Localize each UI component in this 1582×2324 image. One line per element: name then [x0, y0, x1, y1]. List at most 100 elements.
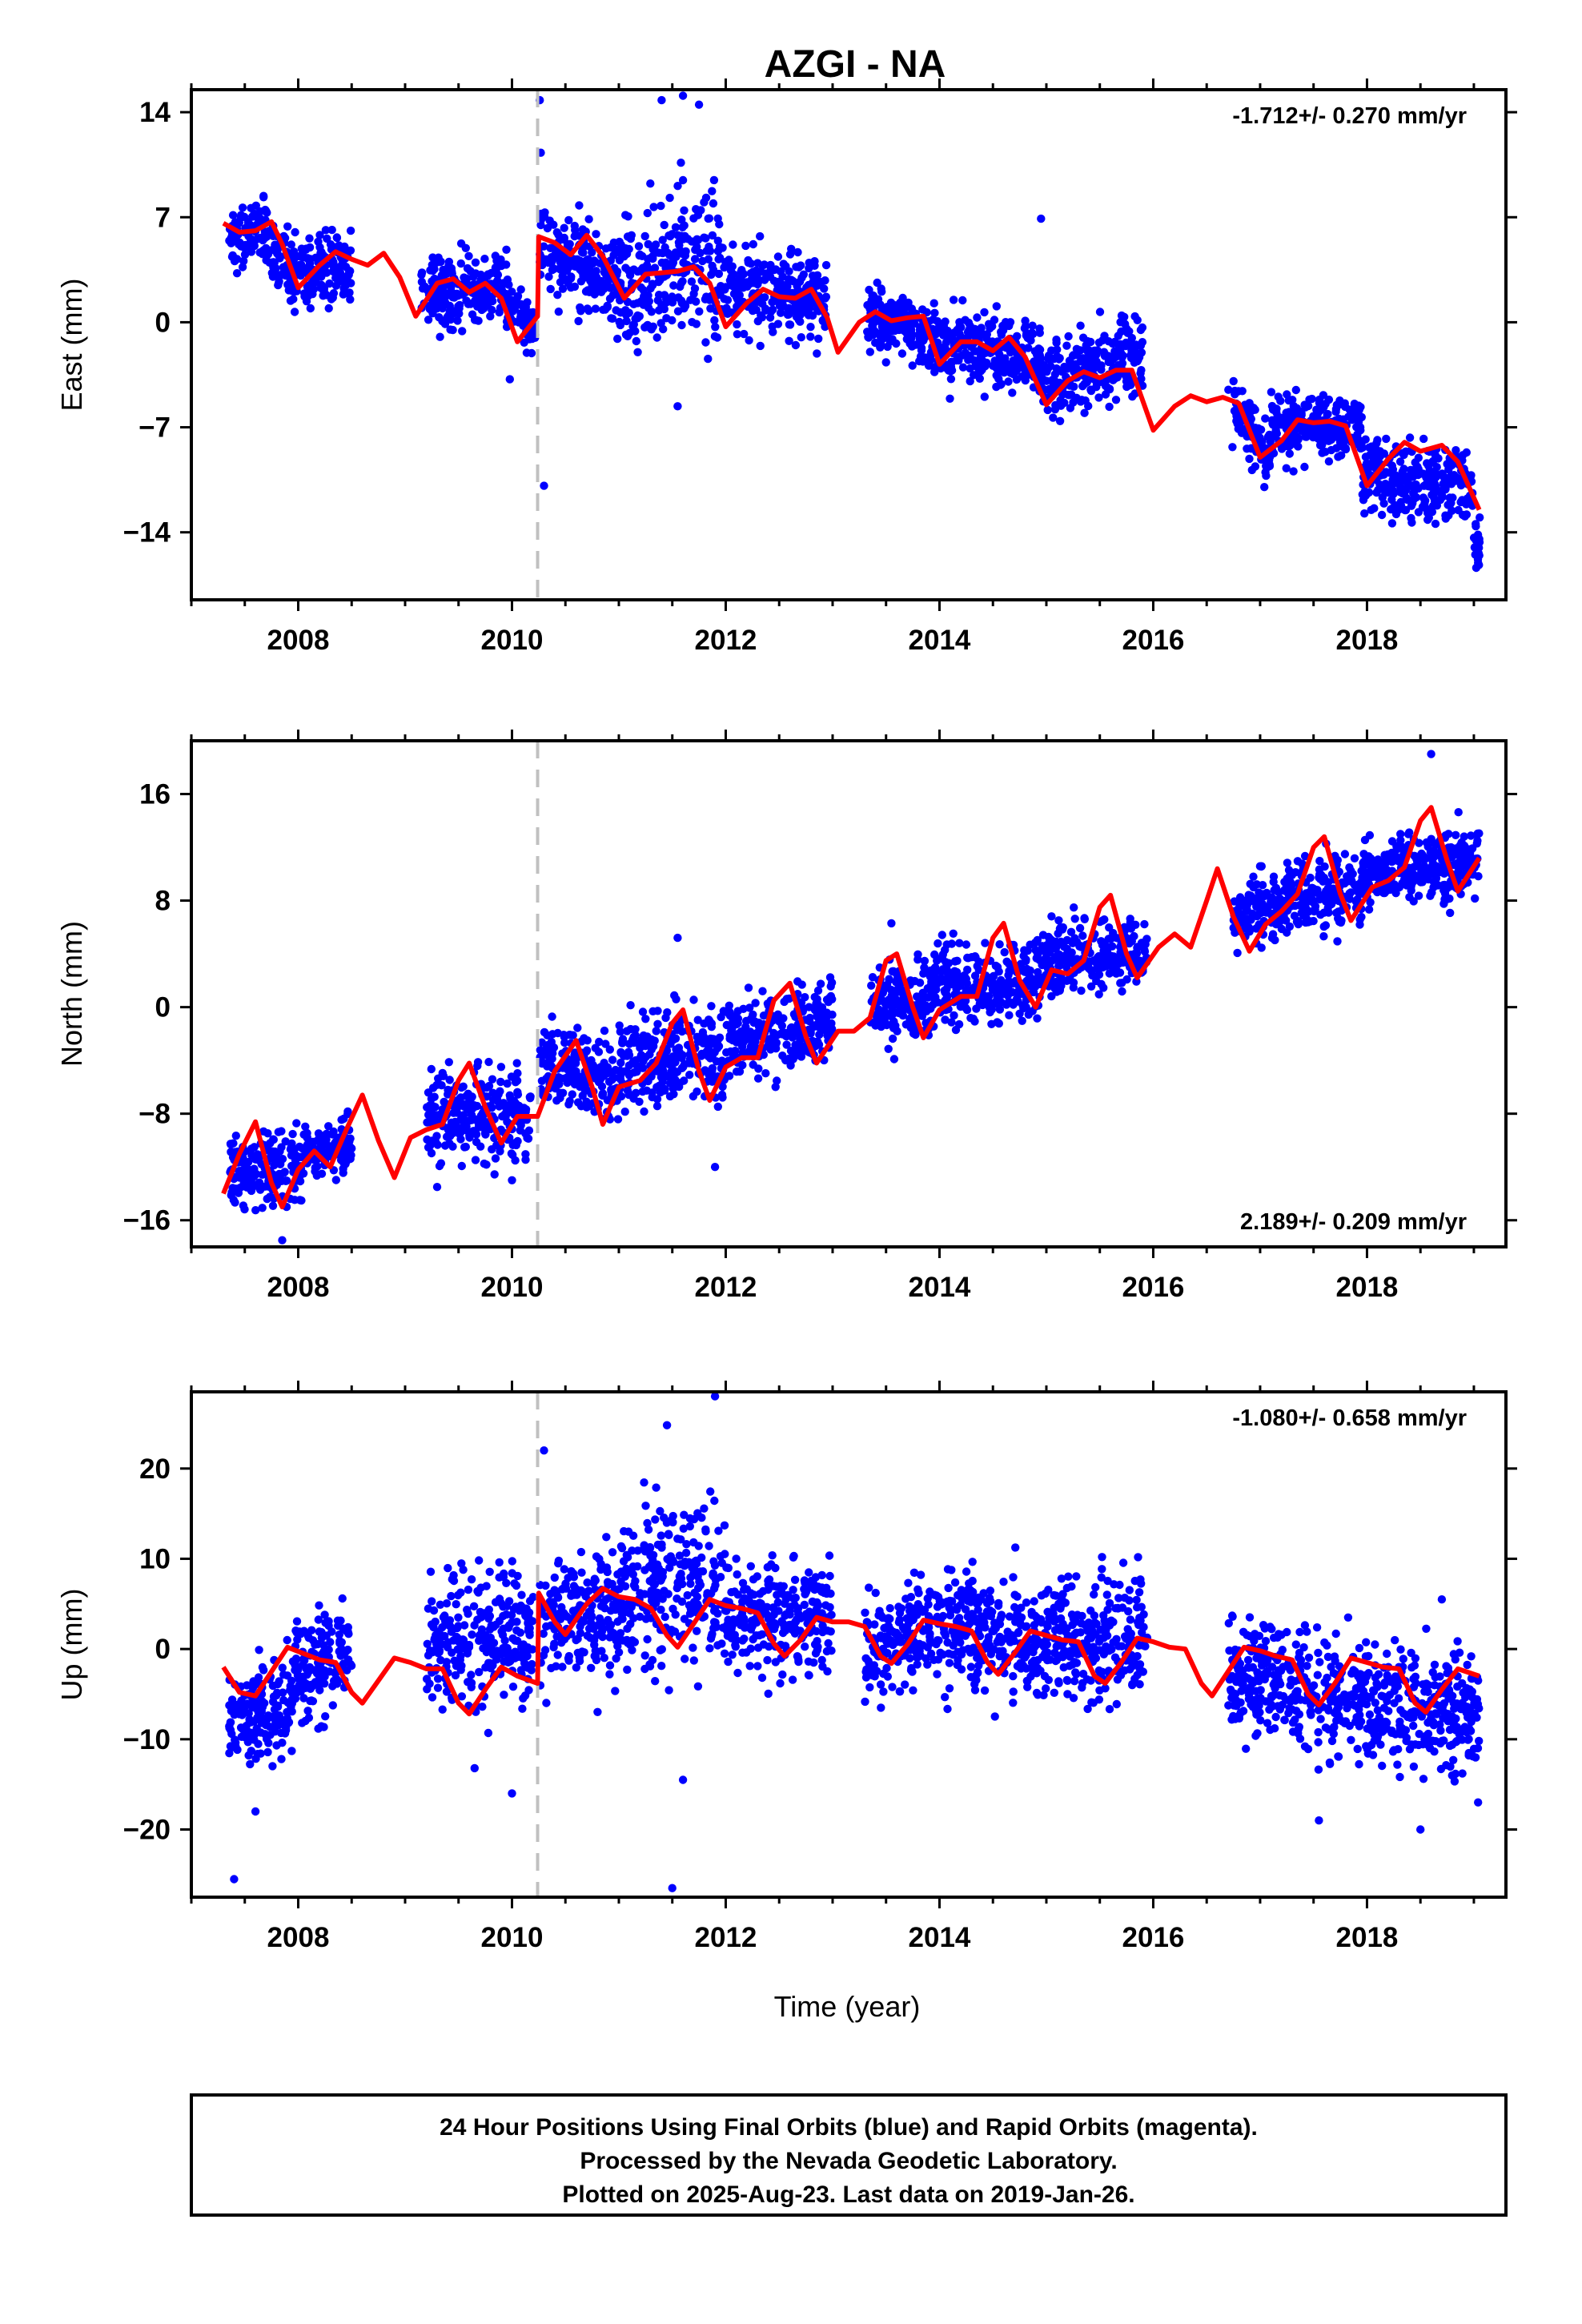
east-data-point: [658, 235, 667, 244]
east-data-point: [275, 278, 283, 287]
north-data-point: [745, 1003, 754, 1012]
east-data-point: [1409, 481, 1418, 490]
east-data-point: [914, 330, 923, 340]
east-data-point: [1452, 446, 1460, 455]
north-data-point: [932, 967, 942, 975]
east-data-point: [760, 275, 769, 284]
north-data-point: [427, 1064, 436, 1074]
east-data-point: [548, 256, 557, 265]
east-data-point: [591, 304, 600, 313]
east-data-point: [806, 323, 815, 332]
east-data-point: [477, 292, 487, 301]
north-data-point: [1066, 927, 1076, 937]
east-data-point: [558, 265, 567, 275]
east-data-point: [1042, 368, 1051, 376]
north-data-point: [331, 1176, 340, 1184]
east-data-point: [575, 201, 584, 210]
north-data-point: [1033, 935, 1042, 945]
north-data-point: [1059, 942, 1069, 951]
east-data-point: [1092, 383, 1101, 392]
east-data-point: [1066, 390, 1076, 399]
east-data-point: [347, 279, 355, 287]
east-data-point: [1076, 321, 1085, 330]
east-data-point: [671, 223, 681, 231]
east-data-point: [314, 272, 323, 282]
east-data-point: [287, 240, 295, 249]
north-data-point: [717, 1090, 727, 1100]
east-data-point: [332, 233, 342, 243]
north-data-point: [427, 1100, 436, 1109]
north-data-point: [290, 1148, 299, 1156]
east-data-point: [1414, 453, 1423, 462]
east-data-point: [478, 273, 487, 283]
north-data-point: [937, 954, 946, 963]
east-data-point: [1297, 425, 1307, 434]
east-data-point: [1403, 495, 1412, 505]
north-data-point: [637, 1061, 646, 1071]
east-data-point: [268, 268, 277, 278]
east-data-point: [246, 220, 255, 229]
east-data-point: [663, 260, 672, 270]
north-data-point: [301, 1122, 310, 1132]
east-data-point: [869, 292, 878, 300]
north-data-point: [488, 1104, 496, 1112]
east-data-point: [941, 317, 950, 326]
north-data-point: [343, 1107, 352, 1116]
north-data-point: [1033, 1014, 1042, 1023]
east-data-point: [915, 356, 924, 366]
east-data-point: [687, 277, 697, 286]
east-data-point: [704, 214, 713, 223]
east-y-axis-title: East (mm): [55, 279, 88, 412]
north-data-point: [567, 1067, 576, 1076]
east-data-point: [1401, 447, 1411, 456]
north-data-point: [626, 1001, 635, 1010]
east-outlier-point: [1037, 214, 1046, 223]
east-data-point: [660, 304, 669, 314]
north-data-point: [797, 1052, 806, 1061]
north-data-point: [1315, 856, 1324, 866]
north-data-point: [1101, 956, 1110, 966]
east-data-point: [1014, 363, 1023, 372]
east-data-point: [993, 370, 1002, 380]
east-data-point: [1327, 424, 1336, 432]
east-data-point: [431, 300, 440, 309]
north-data-point: [982, 999, 991, 1007]
north-data-point: [987, 1005, 997, 1014]
east-data-point: [1374, 485, 1383, 494]
north-data-point: [868, 973, 877, 982]
east-data-point: [1353, 405, 1362, 414]
east-data-point: [819, 284, 829, 293]
north-data-point: [542, 1043, 552, 1052]
east-data-point: [309, 284, 319, 294]
east-data-point: [1381, 480, 1390, 489]
east-data-point: [461, 277, 471, 286]
east-data-point: [644, 255, 652, 263]
north-data-point: [938, 931, 947, 939]
east-data-point: [693, 235, 703, 244]
east-data-point: [301, 290, 310, 299]
north-data-point: [1102, 947, 1112, 955]
east-data-point: [1137, 366, 1146, 375]
east-data-point: [1372, 457, 1381, 467]
east-data-point: [544, 272, 553, 281]
east-data-point: [464, 251, 473, 260]
east-data-point: [673, 182, 682, 191]
east-data-point: [976, 352, 986, 360]
north-data-point: [299, 1169, 308, 1178]
north-data-point: [1280, 878, 1289, 887]
east-data-point: [1427, 458, 1436, 467]
north-data-point: [653, 1019, 662, 1029]
east-data-point: [1326, 436, 1335, 444]
north-data-point: [678, 1051, 687, 1059]
north-data-point: [793, 977, 802, 986]
north-data-point: [1023, 946, 1033, 955]
east-data-point: [605, 294, 615, 304]
east-data-point: [1324, 457, 1334, 466]
north-data-point: [1054, 983, 1063, 992]
north-data-point: [234, 1188, 243, 1197]
east-data-point: [263, 246, 272, 255]
north-data-point: [1054, 950, 1064, 959]
east-data-point: [802, 297, 811, 307]
